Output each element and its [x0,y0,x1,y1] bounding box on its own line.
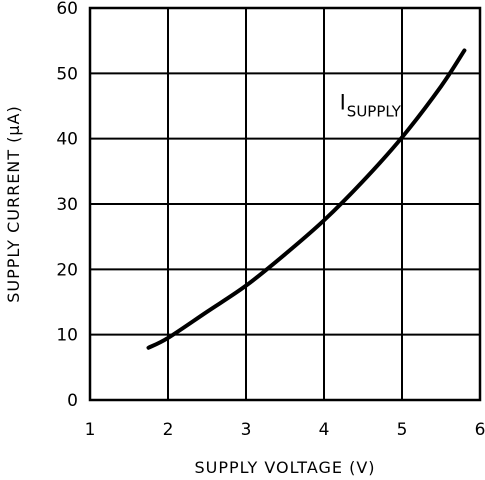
y-axis-label: SUPPLY CURRENT (μA) [4,105,23,302]
x-tick-label: 3 [241,420,252,440]
y-tick-label: 10 [56,326,78,346]
y-tick-label: 60 [56,0,78,19]
y-tick-label: 30 [56,195,78,215]
curve-label: ISUPPLY [340,90,402,120]
annotations: ISUPPLY [340,90,402,120]
grid [90,8,480,400]
y-tick-label: 50 [56,64,78,84]
y-tick-label: 40 [56,130,78,150]
series-line [146,48,467,350]
x-axis-label: SUPPLY VOLTAGE (V) [195,458,376,477]
plot-frame [88,6,482,402]
x-tick-label: 1 [85,420,96,440]
x-tick-label: 5 [397,420,408,440]
curve-label-subscript: SUPPLY [347,102,402,120]
x-tick-label: 4 [319,420,330,440]
curve-label-main: I [340,90,346,114]
y-tick-label: 0 [67,391,78,411]
series-lines [146,48,467,350]
x-tick-label: 6 [475,420,485,440]
y-tick-labels: 0 10 20 30 40 50 60 [56,0,78,411]
y-tick-label: 20 [56,260,78,280]
x-tick-label: 2 [163,420,174,440]
x-tick-labels: 1 2 3 4 5 6 [85,420,485,440]
